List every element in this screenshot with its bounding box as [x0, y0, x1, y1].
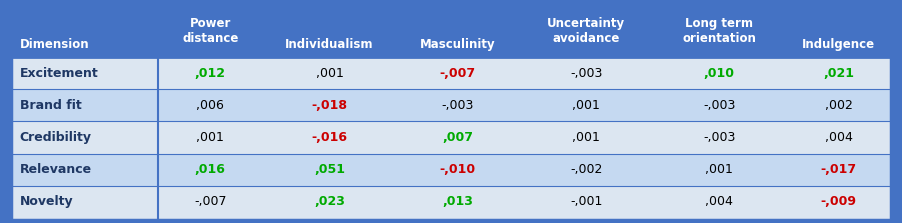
Text: -,016: -,016: [311, 131, 347, 144]
Text: ,001: ,001: [705, 163, 733, 176]
Text: ,001: ,001: [197, 131, 225, 144]
Text: ,051: ,051: [314, 163, 345, 176]
Text: orientation: orientation: [682, 32, 756, 45]
Text: Indulgence: Indulgence: [802, 38, 875, 51]
Text: Long term: Long term: [686, 17, 753, 30]
Text: ,002: ,002: [824, 99, 852, 112]
Bar: [11, 186, 891, 218]
Text: ,010: ,010: [704, 67, 735, 80]
Text: -,003: -,003: [442, 99, 474, 112]
Text: ,004: ,004: [824, 131, 852, 144]
Text: -,003: -,003: [703, 99, 735, 112]
Text: -,010: -,010: [440, 163, 476, 176]
Text: Novelty: Novelty: [20, 195, 73, 208]
Text: Brand fit: Brand fit: [20, 99, 81, 112]
Bar: [11, 57, 891, 89]
Text: ,007: ,007: [442, 131, 474, 144]
Bar: [11, 3, 891, 57]
Text: -,009: -,009: [821, 195, 856, 208]
Text: ,006: ,006: [197, 99, 225, 112]
Text: ,001: ,001: [573, 99, 600, 112]
Text: -,002: -,002: [570, 163, 603, 176]
Text: avoidance: avoidance: [553, 32, 620, 45]
Text: -,007: -,007: [194, 195, 226, 208]
Text: Individualism: Individualism: [285, 38, 373, 51]
Text: ,016: ,016: [195, 163, 226, 176]
Text: Credibility: Credibility: [20, 131, 92, 144]
Text: -,007: -,007: [440, 67, 476, 80]
Text: Relevance: Relevance: [20, 163, 92, 176]
Text: ,004: ,004: [705, 195, 733, 208]
Text: -,018: -,018: [311, 99, 347, 112]
Bar: [11, 89, 891, 122]
Text: Dimension: Dimension: [20, 38, 89, 51]
Text: Excitement: Excitement: [20, 67, 98, 80]
Text: Masculinity: Masculinity: [420, 38, 496, 51]
Text: ,012: ,012: [195, 67, 226, 80]
Text: ,023: ,023: [314, 195, 345, 208]
Bar: [11, 153, 891, 186]
Text: -,003: -,003: [703, 131, 735, 144]
Bar: [11, 122, 891, 153]
Text: Uncertainty: Uncertainty: [548, 17, 625, 30]
Text: ,001: ,001: [316, 67, 344, 80]
Text: -,001: -,001: [570, 195, 603, 208]
Text: ,021: ,021: [823, 67, 854, 80]
Text: Power: Power: [189, 17, 231, 30]
Text: ,001: ,001: [573, 131, 600, 144]
Text: -,017: -,017: [821, 163, 857, 176]
Text: -,003: -,003: [570, 67, 603, 80]
Text: distance: distance: [182, 32, 238, 45]
Text: ,013: ,013: [443, 195, 474, 208]
